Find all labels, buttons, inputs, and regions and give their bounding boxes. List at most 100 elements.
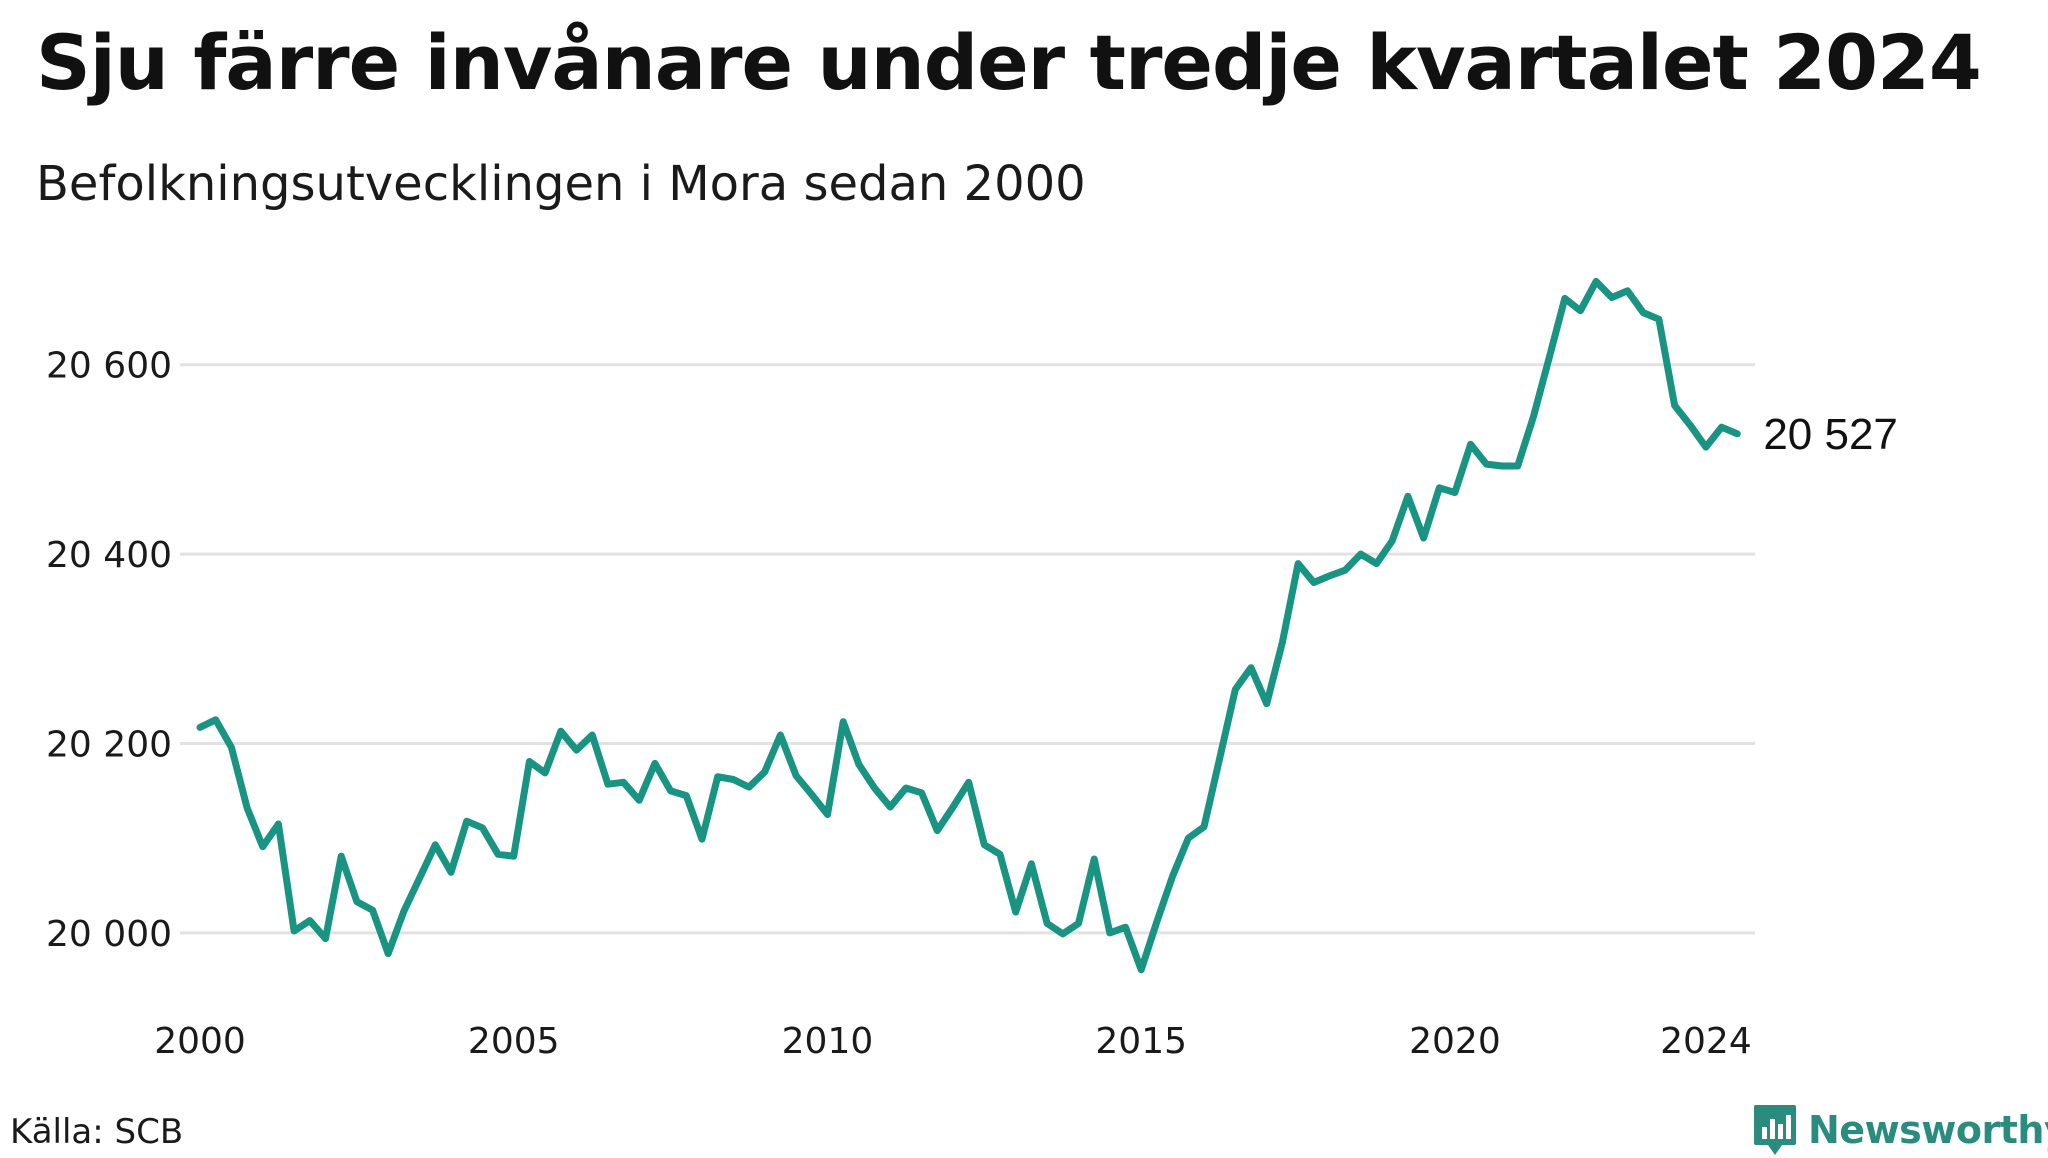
y-tick-label: 20 400 [46,535,172,576]
data-point [1515,464,1520,468]
data-point [370,908,375,913]
data-point [1202,824,1206,829]
y-tick-label: 20 600 [46,346,172,387]
data-point [888,805,893,809]
data-point [464,819,469,824]
data-point [1594,279,1599,284]
data-point [480,825,485,830]
x-tick-label: 2005 [468,1021,560,1062]
data-point [339,854,344,859]
data-point [1154,919,1159,924]
data-point [966,780,971,785]
data-point [433,842,438,847]
data-point [1390,538,1395,543]
data-point [543,770,548,775]
x-tick-label: 2015 [1095,1021,1187,1062]
data-point [668,788,673,793]
chart-subtitle: Befolkningsutvecklingen i Mora sedan 200… [36,156,1086,212]
data-point [511,854,516,859]
data-point [1107,930,1112,935]
data-point [417,876,422,880]
data-point [1264,701,1269,706]
data-point [260,844,265,849]
data-point [1123,925,1128,930]
data-point [1562,296,1567,301]
x-tick-label: 2000 [154,1021,246,1062]
data-point [1437,485,1442,490]
data-points [198,279,1740,972]
data-point [825,812,830,817]
data-point [998,852,1002,857]
x-tick-label: 2010 [782,1021,874,1062]
data-point [794,773,799,778]
data-point [1500,464,1504,468]
data-point [1249,665,1253,670]
data-point [872,786,877,790]
brand-name: Newsworthy [1808,1108,2048,1152]
y-axis-tick-labels: 20 000 20 200 20 400 20 600 [46,346,172,955]
data-point [1672,403,1677,408]
brand-logo: Newsworthy [1752,1102,2048,1158]
source-note: Källa: SCB [10,1112,184,1152]
data-point [1327,573,1332,578]
data-point [652,761,657,766]
newsworthy-logo-icon [1754,1105,1796,1155]
data-point [605,782,610,787]
data-point [951,805,955,809]
data-point [1170,874,1175,879]
x-tick-label: 2020 [1409,1021,1501,1062]
population-series-line [196,277,1741,974]
data-point [354,899,359,904]
data-point [496,852,501,857]
data-point [1547,356,1552,361]
data-point [401,909,406,914]
data-point [229,745,234,750]
data-point [1311,580,1316,585]
data-point [1139,967,1144,972]
data-point [1484,462,1489,467]
data-point [1233,687,1238,692]
data-point [276,822,281,826]
data-point [982,842,987,847]
data-point [715,774,720,779]
data-point [1625,288,1630,293]
data-point [621,780,626,785]
data-point [919,790,924,795]
data-point [1578,308,1583,313]
chart-title: Sju färre invånare under tredje kvartale… [36,18,1982,107]
data-point [903,786,908,790]
data-point [213,717,218,722]
data-point [1092,857,1097,861]
data-point [762,769,767,774]
data-point [307,918,312,923]
y-tick-label: 20 000 [46,914,172,955]
data-point [684,793,689,798]
data-point [1735,431,1740,436]
data-point [935,828,940,833]
data-point [1343,568,1348,573]
data-point [1045,921,1050,926]
data-point [1531,414,1536,419]
gridlines [180,363,1755,935]
data-point [386,951,391,956]
data-point [1296,561,1301,566]
data-point [1217,756,1222,761]
data-point [841,719,846,724]
data-point [1013,910,1018,915]
data-point [1405,494,1410,499]
data-point [1656,317,1661,322]
data-point [1358,552,1363,557]
data-point [198,725,202,730]
data-point [245,805,250,810]
data-point [637,798,642,803]
data-point [778,733,783,737]
data-point [1076,921,1081,926]
data-point [1468,442,1473,447]
data-point [1688,423,1693,428]
data-point [1060,931,1065,936]
data-point [1452,490,1457,495]
data-point [809,792,814,797]
data-point [590,733,595,737]
data-point [1186,836,1191,841]
